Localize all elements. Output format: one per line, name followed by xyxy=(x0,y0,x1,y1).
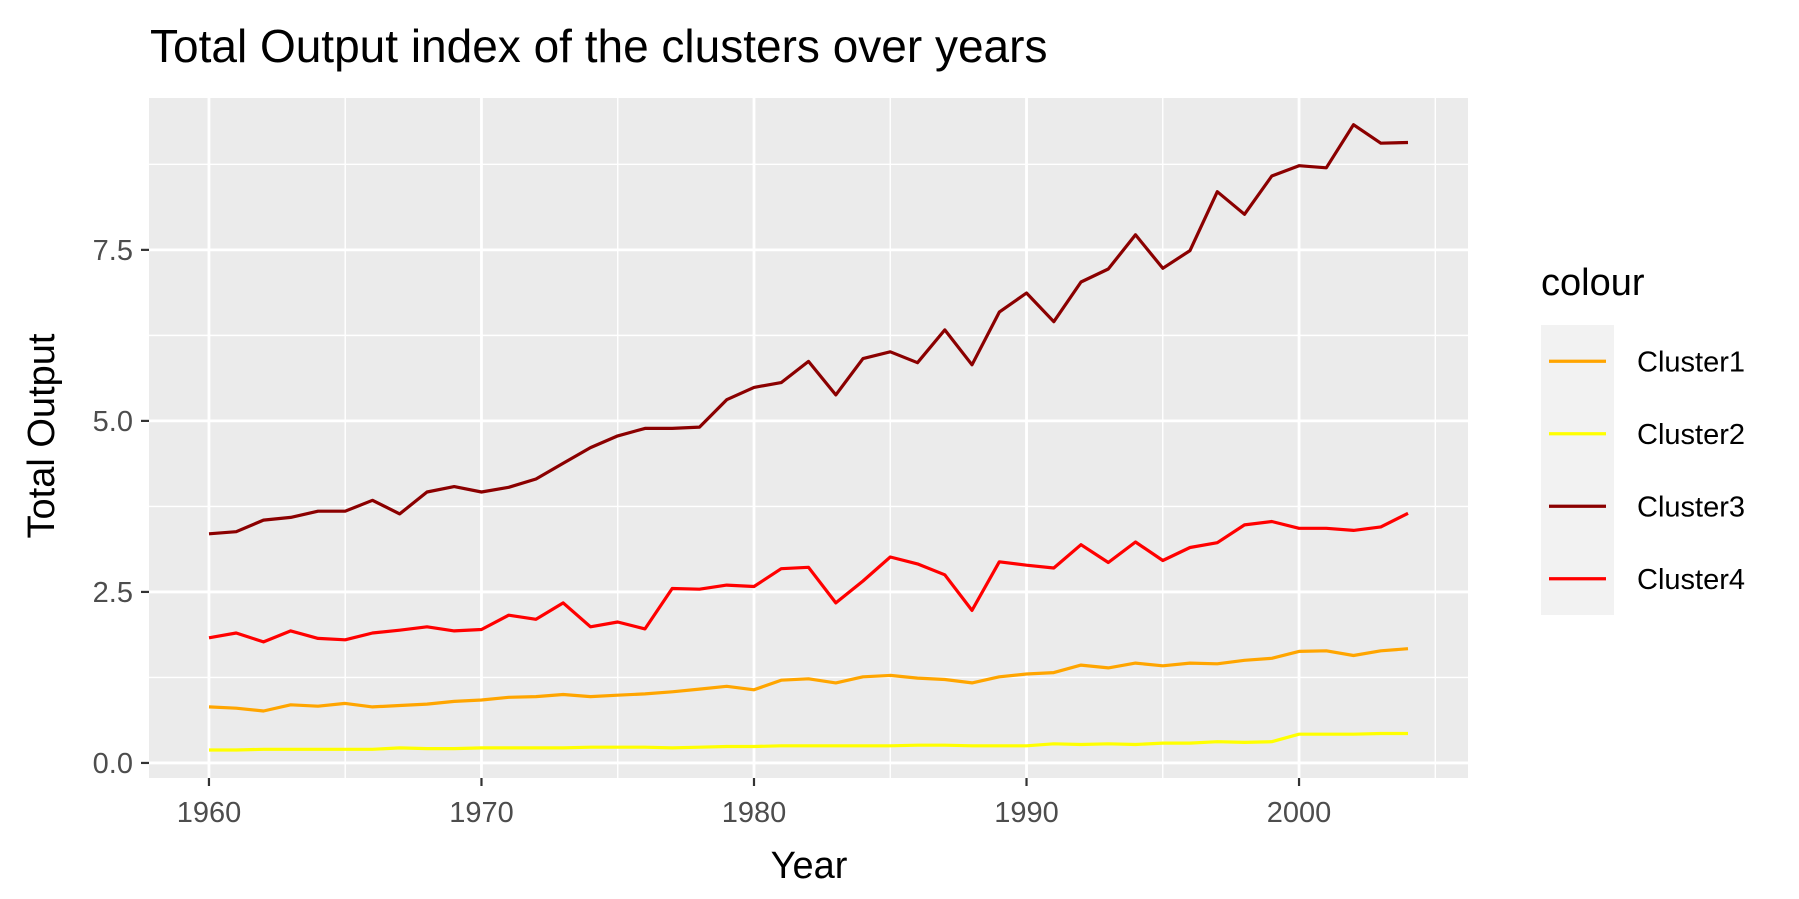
series-lines xyxy=(208,123,1409,752)
legend-label-cluster4: Cluster4 xyxy=(1637,564,1745,596)
chart-title: Total Output index of the clusters over … xyxy=(150,20,1047,72)
x-tick-label: 2000 xyxy=(1267,797,1332,829)
y-tick-label: 0.0 xyxy=(93,748,133,780)
series-line-cluster2 xyxy=(209,731,1408,752)
legend-label-cluster2: Cluster2 xyxy=(1637,419,1745,451)
legend-label-cluster1: Cluster1 xyxy=(1637,346,1745,378)
plot-panel xyxy=(149,98,1468,778)
series-line-cluster1 xyxy=(208,647,1409,713)
series-line-cluster3 xyxy=(208,123,1409,536)
legend-label-cluster3: Cluster3 xyxy=(1637,491,1745,523)
legend-key-background xyxy=(1541,325,1614,615)
legend: colour Cluster1 Cluster2 Cluster3 Cluster4 xyxy=(1541,262,1745,615)
legend-items: Cluster1 Cluster2 Cluster3 Cluster4 xyxy=(1549,346,1745,596)
x-tick-label: 1970 xyxy=(449,797,514,829)
x-axis: 1960 1970 1980 1990 2000 xyxy=(177,778,1332,829)
x-axis-title: Year xyxy=(771,845,848,887)
legend-title: colour xyxy=(1541,262,1645,304)
y-tick-label: 7.5 xyxy=(93,235,133,267)
x-tick-label: 1990 xyxy=(994,797,1059,829)
y-axis: 0.0 2.5 5.0 7.5 xyxy=(93,235,149,780)
major-gridlines xyxy=(149,98,1468,778)
y-tick-label: 2.5 xyxy=(93,577,133,609)
x-tick-label: 1980 xyxy=(722,797,787,829)
y-axis-title: Total Output xyxy=(21,333,63,538)
y-tick-label: 5.0 xyxy=(93,406,133,438)
series-line-cluster4 xyxy=(208,511,1409,644)
x-tick-label: 1960 xyxy=(177,797,242,829)
